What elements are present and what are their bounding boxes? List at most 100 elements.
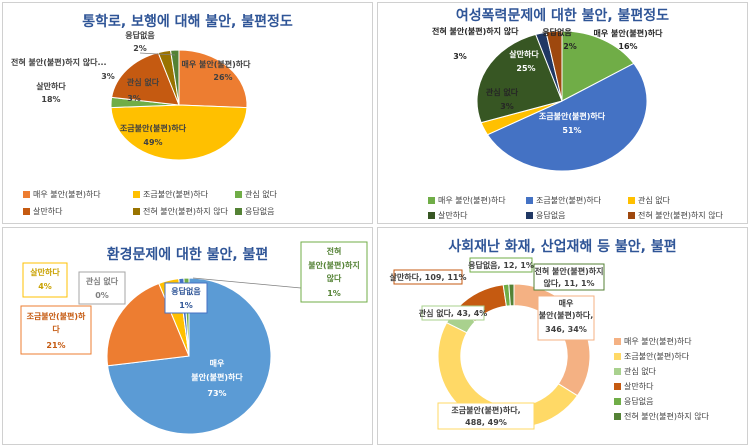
pie-slice-1 xyxy=(106,282,190,367)
chart-title: 통학로, 보행에 대해 불안, 불편정도 xyxy=(82,14,293,30)
legend-item: 전혀 불안(불편)하지 않다 xyxy=(628,210,723,221)
leader-line xyxy=(139,52,176,56)
label-name: 불안(불편)하다 xyxy=(191,372,243,382)
label-value: 49% xyxy=(143,138,162,147)
callout-box xyxy=(22,262,68,298)
legend-item: 응답없음 xyxy=(235,206,274,217)
legend-item: 조금불안(불편)하다 xyxy=(133,189,208,200)
label-value: 73% xyxy=(207,389,226,398)
label-name: 응답없음, 12, 1% xyxy=(468,260,534,270)
label-name: 응답없음 xyxy=(542,27,572,37)
label-name: 전혀 불안(불편)하지 않다... xyxy=(11,57,107,67)
legend-item: 살만하다 xyxy=(23,206,62,217)
label-value: 25% xyxy=(516,64,535,73)
legend-item: 살만하다 xyxy=(428,210,467,221)
label-name: 않다 xyxy=(327,273,342,283)
legend-item: 조금불안(불편)하다 xyxy=(614,351,689,362)
label-name: 전혀 xyxy=(327,246,342,256)
label-value: 1% xyxy=(179,301,193,310)
label-value: 51% xyxy=(562,126,581,135)
label-name: 관심 없다 xyxy=(486,87,519,97)
pie-chart-women-violence: 매우 불안(불편)하다 16% 조금불안(불편)하다 51% 관심 없다 3% 살만하다 25… xyxy=(432,26,664,172)
pie-slice-3 xyxy=(476,33,563,124)
label-value: 21% xyxy=(46,341,65,350)
pie-slice-0 xyxy=(561,30,635,102)
pie-slice-5 xyxy=(545,30,563,102)
pie-slice-1 xyxy=(110,104,248,161)
label-name: 살만하다 xyxy=(36,81,66,91)
label-name: 매우 xyxy=(559,298,574,308)
callout-box xyxy=(537,295,595,341)
label-name: 조금불안(불편)하다 xyxy=(120,123,187,133)
chart-title: 여성폭력문제에 대한 불안, 불편정도 xyxy=(455,8,670,24)
callout-box xyxy=(20,305,92,355)
label-name: 관심 없다 xyxy=(86,276,119,286)
pie-chart-walking: 매우 불안(불편)하다 26% 조금불안(불편)하다 49% 관심 없다 3% 살만하다 18… xyxy=(11,30,252,161)
leader-line xyxy=(192,277,302,289)
pie-slice-5 xyxy=(169,49,180,106)
legend-item: 관심 없다 xyxy=(235,189,277,200)
legend-item: 전혀 불안(불편)하지 않다 xyxy=(133,206,228,217)
label-name: 불안(불편)하지 xyxy=(308,260,359,270)
label-name: 관심 없다 xyxy=(127,77,160,87)
label-name: 조금불안(불편)하다 xyxy=(539,111,606,121)
chart-panel-women-violence: 여성폭력문제에 대한 불안, 불편정도 매우 불안(불편)하다 16% 조금불안(불… xyxy=(377,2,748,224)
legend-item: 매우 불안(불편)하다 xyxy=(614,336,692,347)
legend-item: 응답없음 xyxy=(614,396,653,407)
label-value: 3% xyxy=(101,72,115,81)
label-value: 26% xyxy=(213,73,232,82)
label-value: 2% xyxy=(133,44,147,53)
label-value: 18% xyxy=(41,95,60,104)
label-value: 3% xyxy=(127,94,141,103)
callout-box xyxy=(78,271,126,305)
label-name: 전혀 불안(불편)하지 않다 xyxy=(432,26,519,36)
legend-item: 매우 불안(불편)하다 xyxy=(23,189,101,200)
label-value: 않다, 11, 1% xyxy=(543,278,594,288)
label-name: 살만하다 xyxy=(509,49,539,59)
legend-item: 관심 없다 xyxy=(628,195,670,206)
label-name: 매우 불안(불편)하다 xyxy=(594,28,664,38)
label-value: 16% xyxy=(618,42,637,51)
legend-item: 살만하다 xyxy=(614,381,653,392)
label-name: 불안(불편)하다, xyxy=(539,310,594,320)
callout-box xyxy=(421,305,485,321)
legend-item: 매우 불안(불편)하다 xyxy=(428,195,506,206)
legend-item: 전혀 불안(불편)하지 않다 xyxy=(614,411,709,422)
label-name: 응답없음 xyxy=(125,30,155,40)
pie-slice-1 xyxy=(486,62,648,172)
label-name: 조금불안(불편)하 xyxy=(27,311,86,321)
pie-slice-5 xyxy=(508,283,515,307)
label-name: 조금불안(불편)하다, xyxy=(451,405,520,415)
label-value: 3% xyxy=(500,102,514,111)
callout-box xyxy=(300,241,368,303)
label-value: 3% xyxy=(453,52,467,61)
pie-slice-0 xyxy=(178,49,248,109)
callout-box xyxy=(469,257,533,273)
legend-item: 응답없음 xyxy=(526,210,565,221)
label-name: 살만하다 xyxy=(30,267,60,277)
callout-box xyxy=(393,269,463,285)
label-name: 살만하다, 109, 11% xyxy=(390,272,467,282)
callout-box xyxy=(164,282,208,314)
label-value: 346, 34% xyxy=(545,325,587,334)
chart-title: 환경문제에 대한 불안, 불편 xyxy=(106,247,269,263)
callout-box xyxy=(437,402,535,430)
label-name: 응답없음 xyxy=(171,286,201,296)
label-name: 다 xyxy=(52,324,60,334)
label-name: 전혀 불안(불편)하지 xyxy=(535,266,604,276)
label-value: 0% xyxy=(95,291,109,300)
label-name: 관심 없다, 43, 4% xyxy=(419,308,488,318)
callout-box xyxy=(533,263,605,291)
legend-item: 관심 없다 xyxy=(614,366,656,377)
label-value: 4% xyxy=(38,282,52,291)
label-value: 2% xyxy=(563,42,577,51)
chart-title: 사회재난 화재, 산업재해 등 불안, 불편 xyxy=(448,239,677,255)
legend-item: 조금불안(불편)하다 xyxy=(526,195,601,206)
label-name: 매우 불안(불편)하다 xyxy=(182,59,252,69)
label-name: 매우 xyxy=(210,358,225,368)
label-value: 1% xyxy=(327,289,341,298)
